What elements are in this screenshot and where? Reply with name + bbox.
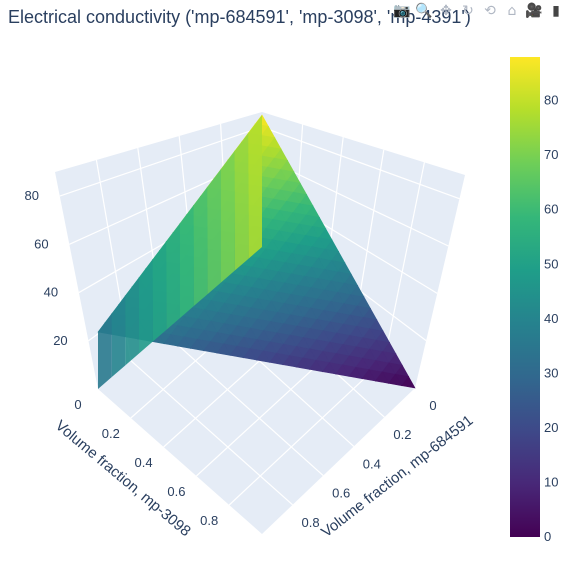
- surface-cell: [229, 345, 244, 359]
- surface-cell: [255, 350, 271, 363]
- x-tick-label: 0: [429, 398, 436, 413]
- surface-wall: [248, 115, 262, 259]
- y-tick-label: 0: [74, 397, 81, 412]
- surface-cell: [361, 369, 376, 382]
- surface-cell: [176, 336, 192, 349]
- surface-cell: [282, 355, 297, 368]
- surface-wall: [98, 313, 112, 389]
- colorbar-tick-label: 80: [544, 93, 558, 108]
- grid-line: [163, 331, 324, 477]
- surface-wall: [152, 241, 167, 342]
- colorbar-tick-label: 10: [544, 474, 558, 489]
- z-tick-label: 40: [44, 285, 58, 300]
- y-tick-label: 0.6: [167, 484, 185, 499]
- x-tick-label: 0.6: [332, 486, 350, 501]
- grid-line: [228, 359, 385, 506]
- grid-line: [383, 162, 425, 360]
- surface-cell: [322, 362, 337, 375]
- surface-cell: [335, 364, 350, 377]
- scene-3d[interactable]: 00.20.40.60.800.20.40.60.820406080Volume…: [25, 112, 477, 541]
- orbit-icon[interactable]: ↻: [462, 3, 474, 19]
- surface-wall: [111, 295, 126, 378]
- z-tick-label: 60: [34, 236, 48, 251]
- surface-cell: [388, 373, 403, 387]
- colorbar-tick-label: 50: [544, 256, 558, 271]
- surface-wall: [193, 187, 208, 307]
- colorbar-tick-label: 20: [544, 420, 558, 435]
- surface-wall: [221, 151, 235, 283]
- video-camera-icon[interactable]: 🎥: [525, 3, 543, 19]
- plotly-logo-icon[interactable]: ▮: [552, 3, 560, 19]
- z-tick-label: 80: [25, 188, 39, 203]
- surface-cell: [242, 348, 258, 361]
- pan-icon[interactable]: ✥: [440, 3, 452, 19]
- y-tick-label: 0.8: [200, 513, 218, 528]
- surface-cell: [401, 376, 416, 389]
- x-tick-label: 0.8: [302, 515, 320, 530]
- surface-cell: [269, 352, 284, 366]
- zoom-icon[interactable]: 🔍: [415, 3, 433, 19]
- modebar: 📷 🔍 ✥ ↻ ⟲ ⌂ 🎥 ▮: [393, 2, 565, 20]
- colorbar-gradient: [510, 57, 540, 537]
- colorbar-tick-label: 60: [544, 202, 558, 217]
- wall-left: [55, 112, 262, 389]
- surface-wall: [180, 205, 194, 318]
- surface-cell: [308, 359, 324, 373]
- surface-wall: [207, 169, 221, 295]
- surface-wall: [139, 259, 153, 354]
- surface-cell: [374, 371, 390, 384]
- x-tick-label: 0.4: [363, 456, 381, 471]
- surface-cell: [216, 343, 231, 356]
- colorbar-tick-label: 70: [544, 147, 558, 162]
- surface-wall: [234, 133, 249, 271]
- y-tick-label: 0.4: [135, 455, 153, 470]
- colorbar: 0 10 20 30 40 50 60 70 80: [510, 57, 558, 544]
- turntable-icon[interactable]: ⟲: [484, 3, 496, 19]
- surface-wall: [125, 277, 139, 366]
- y-tick-label: 0.2: [102, 426, 120, 441]
- surface-wall: [166, 223, 180, 330]
- z-tick-label: 20: [53, 333, 67, 348]
- surface-cell: [295, 357, 310, 370]
- reset-camera-icon[interactable]: ⌂: [507, 3, 517, 19]
- surface-cell: [348, 366, 363, 380]
- surface-cell: [189, 338, 205, 352]
- grid-line: [130, 360, 293, 506]
- chart-title: Electrical conductivity ('mp-684591', 'm…: [8, 7, 471, 27]
- camera-icon[interactable]: 📷: [393, 3, 411, 19]
- colorbar-tick-label: 0: [544, 529, 551, 544]
- colorbar-tick-label: 30: [544, 365, 558, 380]
- colorbar-tick-label: 40: [544, 311, 558, 326]
- surface-cell: [203, 341, 218, 354]
- surface-cell: [163, 334, 178, 347]
- x-tick-label: 0.2: [393, 427, 411, 442]
